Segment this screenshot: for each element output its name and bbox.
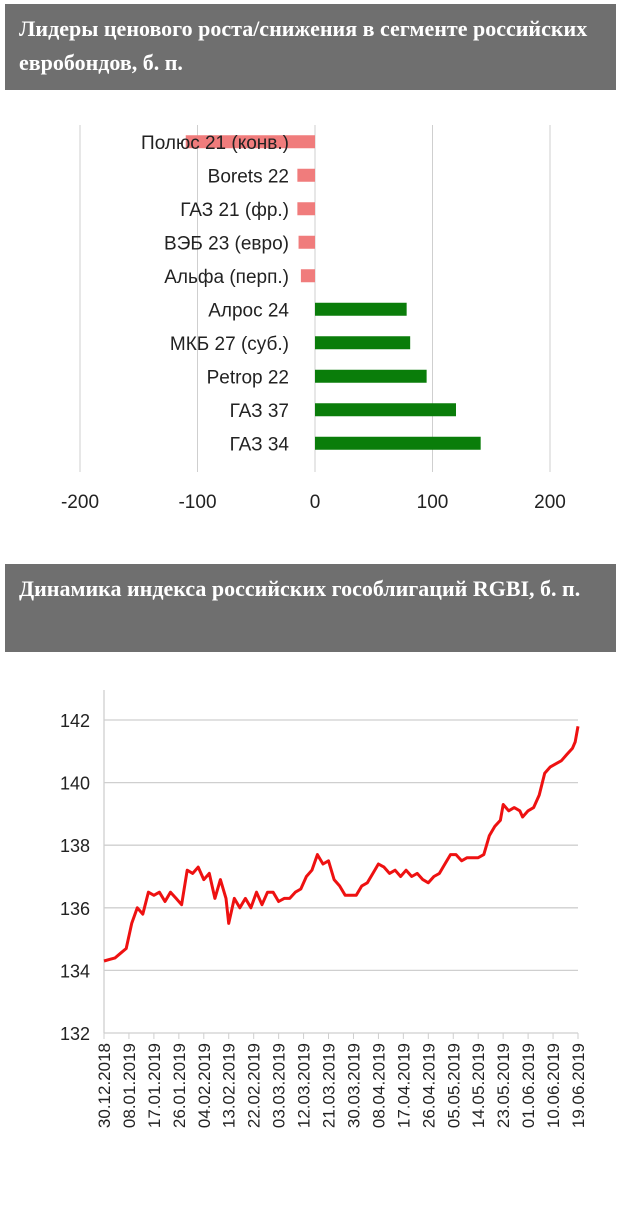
category-label: МКБ 27 (суб.) <box>170 334 289 355</box>
category-label: Алрос 24 <box>208 300 289 321</box>
x-tick-label: -100 <box>178 492 216 513</box>
x-tick-label: 0 <box>310 492 321 513</box>
x-tick-label: 26.01.2019 <box>170 1043 189 1128</box>
x-tick-label: 08.04.2019 <box>369 1043 388 1128</box>
y-tick-label: 138 <box>60 836 90 856</box>
category-label: Альфа (перп.) <box>164 267 289 288</box>
category-label: ВЭБ 23 (евро) <box>164 233 289 254</box>
y-tick-label: 136 <box>60 899 90 919</box>
y-tick-label: 132 <box>60 1024 90 1044</box>
bar <box>298 235 315 249</box>
x-tick-label: 23.05.2019 <box>494 1043 513 1128</box>
eurobond-bar-chart: -200 -100 0 100 200 Полюс 21 (конв.) Borets 22… <box>61 125 566 513</box>
category-label: ГАЗ 21 (фр.) <box>180 200 289 221</box>
category-label: Полюс 21 (конв.) <box>141 133 289 154</box>
x-tick-label: 17.01.2019 <box>145 1043 164 1128</box>
y-tick-label: 140 <box>60 774 90 794</box>
rgbi-line-chart: 142 140 138 136 134 132 30.12.2018 08.01.2019 17… <box>60 690 588 1128</box>
bar <box>315 336 411 350</box>
category-label: Borets 22 <box>208 166 289 187</box>
y-tick-label: 142 <box>60 711 90 731</box>
bar <box>315 436 481 450</box>
bar <box>185 135 315 149</box>
bar <box>315 403 456 417</box>
x-tick-label: 26.04.2019 <box>419 1043 438 1128</box>
x-tick-label: 200 <box>534 492 566 513</box>
x-tick-label: 21.03.2019 <box>320 1043 339 1128</box>
bar <box>297 168 315 182</box>
category-label: ГАЗ 34 <box>230 434 290 455</box>
x-tick-label: 19.06.2019 <box>569 1043 588 1128</box>
x-tick-label: 08.01.2019 <box>120 1043 139 1128</box>
x-tick-label: 100 <box>417 492 449 513</box>
bar <box>300 269 315 283</box>
x-tick-label: 30.12.2018 <box>95 1043 114 1128</box>
x-tick-label: 12.03.2019 <box>295 1043 314 1128</box>
bar <box>297 202 315 216</box>
category-label: ГАЗ 37 <box>230 401 289 422</box>
x-tick-label: 10.06.2019 <box>544 1043 563 1128</box>
x-tick-label: 30.03.2019 <box>344 1043 363 1128</box>
x-tick-label: 04.02.2019 <box>195 1043 214 1128</box>
line-chart-title: Динамика индекса российских гособлигаций… <box>5 564 616 652</box>
bar-chart-title: Лидеры ценового роста/снижения в сегмент… <box>5 4 616 90</box>
y-tick-label: 134 <box>60 961 90 981</box>
x-tick-label: 03.03.2019 <box>270 1043 289 1128</box>
x-tick-label: -200 <box>61 492 99 513</box>
x-tick-label: 01.06.2019 <box>519 1043 538 1128</box>
x-tick-label: 13.02.2019 <box>220 1043 239 1128</box>
category-label: Petrop 22 <box>207 367 289 388</box>
x-tick-label: 17.04.2019 <box>394 1043 413 1128</box>
x-tick-label: 05.05.2019 <box>444 1043 463 1128</box>
bar <box>315 302 407 316</box>
x-tick-label: 22.02.2019 <box>245 1043 264 1128</box>
rgbi-series-line <box>103 726 580 963</box>
bar <box>315 369 427 383</box>
x-tick-label: 14.05.2019 <box>469 1043 488 1128</box>
